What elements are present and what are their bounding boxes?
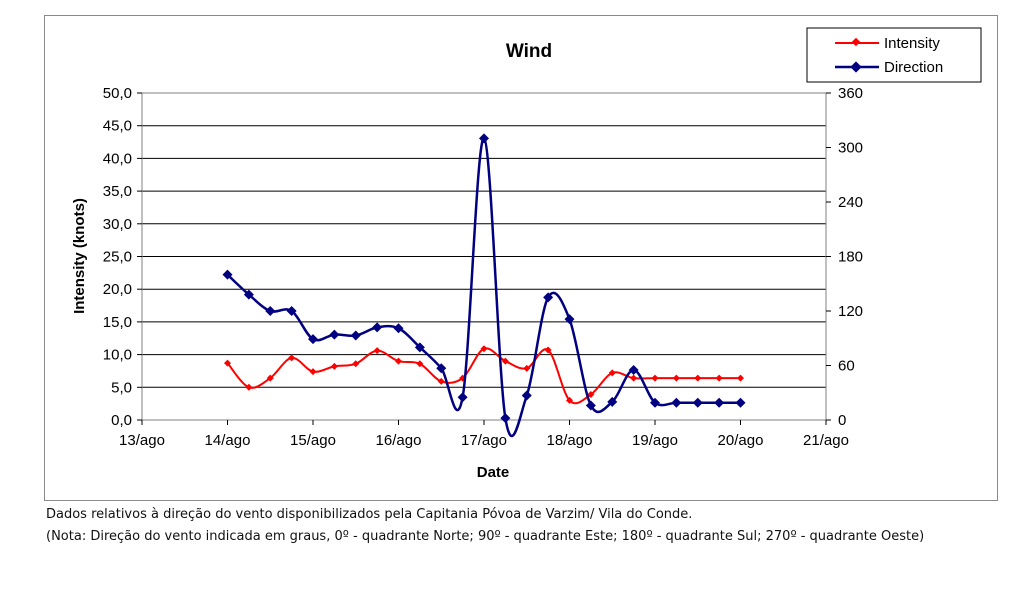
y-tick-label: 10,0 bbox=[103, 347, 132, 364]
intensity-point bbox=[501, 357, 509, 365]
direction-point bbox=[436, 363, 447, 374]
direction-point bbox=[286, 306, 297, 316]
caption-note: (Nota: Direção do vento indicada em grau… bbox=[46, 529, 925, 544]
chart-title: Wind bbox=[506, 41, 552, 62]
legend: Intensity Direction bbox=[806, 27, 982, 83]
x-tick-label: 18/ago bbox=[547, 432, 593, 449]
y-tick-label: 0,0 bbox=[111, 412, 132, 429]
x-tick-label: 20/ago bbox=[718, 432, 764, 449]
y-tick-label: 5,0 bbox=[111, 379, 132, 396]
intensity-point bbox=[437, 377, 445, 385]
x-tick-label: 17/ago bbox=[461, 432, 507, 449]
y2-tick-label: 360 bbox=[838, 85, 863, 102]
intensity-point bbox=[480, 345, 488, 353]
direction-point bbox=[735, 397, 746, 408]
intensity-point bbox=[330, 362, 338, 370]
intensity-point bbox=[544, 346, 552, 354]
intensity-point bbox=[672, 374, 680, 382]
intensity-point bbox=[352, 360, 360, 368]
direction-point bbox=[543, 292, 554, 303]
y2-tick-label: 240 bbox=[838, 194, 863, 211]
direction-point bbox=[393, 323, 404, 334]
intensity-point bbox=[309, 368, 317, 376]
direction-point bbox=[585, 400, 596, 411]
x-tick-label: 16/ago bbox=[376, 432, 422, 449]
intensity-point bbox=[288, 354, 296, 362]
direction-point bbox=[500, 413, 511, 424]
direction-point bbox=[650, 397, 660, 408]
y-tick-label: 30,0 bbox=[103, 216, 132, 233]
chart-frame: 0,0 5,0 10,0 15,0 20,0 25,0 30,0 35,0 40,0 45,0 50… bbox=[44, 15, 998, 501]
direction-point bbox=[222, 269, 233, 280]
intensity-point bbox=[566, 396, 573, 404]
direction-point bbox=[479, 133, 489, 144]
direction-point bbox=[372, 322, 383, 333]
direction-point bbox=[414, 342, 425, 353]
x-tick-label: 15/ago bbox=[290, 432, 336, 449]
y-tick-label: 50,0 bbox=[103, 85, 132, 102]
y2-tick-label: 300 bbox=[838, 140, 863, 157]
intensity-point bbox=[608, 369, 616, 377]
intensity-point bbox=[224, 359, 231, 367]
direction-point bbox=[457, 392, 468, 403]
intensity-point bbox=[373, 347, 381, 355]
wind-chart: 0,0 5,0 10,0 15,0 20,0 25,0 30,0 35,0 40,0 45,0 50… bbox=[71, 27, 982, 481]
y2-tick-label: 120 bbox=[838, 303, 863, 320]
intensity-point bbox=[694, 374, 702, 382]
intensity-point bbox=[416, 360, 424, 368]
direction-point bbox=[714, 397, 725, 408]
y-axis-title: Intensity (knots) bbox=[71, 198, 88, 314]
y2-tick-label: 0 bbox=[838, 412, 846, 429]
intensity-point bbox=[245, 383, 253, 391]
direction-point bbox=[243, 289, 254, 300]
intensity-point bbox=[587, 390, 595, 398]
direction-point bbox=[564, 314, 575, 325]
intensity-point bbox=[737, 374, 744, 382]
direction-series-line bbox=[226, 137, 741, 438]
y2-tick-label: 60 bbox=[838, 358, 855, 375]
intensity-series-line bbox=[226, 347, 741, 405]
x-tick-label: 14/ago bbox=[205, 432, 251, 449]
direction-point bbox=[265, 306, 276, 316]
x-tick-label: 19/ago bbox=[632, 432, 678, 449]
x-axis-title: Date bbox=[477, 464, 510, 481]
direction-point bbox=[308, 334, 318, 345]
direction-point bbox=[607, 396, 618, 407]
y-tick-label: 45,0 bbox=[103, 118, 132, 135]
direction-point bbox=[628, 365, 639, 376]
legend-intensity-label: Intensity bbox=[884, 35, 940, 52]
direction-point bbox=[521, 390, 532, 401]
intensity-point bbox=[630, 374, 638, 382]
intensity-point bbox=[266, 374, 274, 382]
y-tick-label: 25,0 bbox=[103, 249, 132, 266]
legend-direction-label: Direction bbox=[884, 59, 943, 76]
direction-point bbox=[350, 330, 361, 341]
y-tick-label: 20,0 bbox=[103, 281, 132, 298]
x-tick-label: 21/ago bbox=[803, 432, 849, 449]
caption-source: Dados relativos à direção do vento dispo… bbox=[46, 507, 693, 522]
intensity-point bbox=[715, 374, 723, 382]
y-tick-label: 40,0 bbox=[103, 150, 132, 167]
intensity-point bbox=[651, 374, 659, 382]
x-tick-label: 13/ago bbox=[119, 432, 165, 449]
y-tick-label: 15,0 bbox=[103, 314, 132, 331]
y-tick-label: 35,0 bbox=[103, 183, 132, 200]
direction-point bbox=[329, 329, 340, 340]
direction-point bbox=[671, 397, 682, 408]
legend-box bbox=[806, 27, 982, 83]
y2-tick-label: 180 bbox=[838, 249, 863, 266]
intensity-point bbox=[395, 357, 402, 365]
direction-point bbox=[692, 397, 703, 408]
intensity-point bbox=[523, 364, 531, 372]
